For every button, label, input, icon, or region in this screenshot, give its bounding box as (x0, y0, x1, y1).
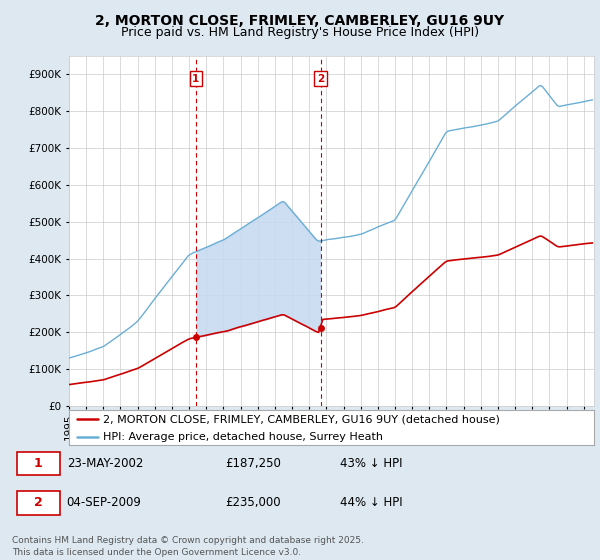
Text: 2: 2 (317, 74, 325, 84)
FancyBboxPatch shape (17, 491, 60, 515)
Text: 2, MORTON CLOSE, FRIMLEY, CAMBERLEY, GU16 9UY: 2, MORTON CLOSE, FRIMLEY, CAMBERLEY, GU1… (95, 14, 505, 28)
Text: £187,250: £187,250 (225, 457, 281, 470)
Text: 23-MAY-2002: 23-MAY-2002 (67, 457, 143, 470)
Text: 1: 1 (34, 457, 43, 470)
Text: £235,000: £235,000 (225, 496, 281, 509)
Text: 44% ↓ HPI: 44% ↓ HPI (340, 496, 403, 509)
Text: 43% ↓ HPI: 43% ↓ HPI (340, 457, 403, 470)
Text: 2: 2 (34, 496, 43, 509)
FancyBboxPatch shape (17, 451, 60, 475)
Text: Price paid vs. HM Land Registry's House Price Index (HPI): Price paid vs. HM Land Registry's House … (121, 26, 479, 39)
Text: 2, MORTON CLOSE, FRIMLEY, CAMBERLEY, GU16 9UY (detached house): 2, MORTON CLOSE, FRIMLEY, CAMBERLEY, GU1… (103, 414, 500, 424)
Text: Contains HM Land Registry data © Crown copyright and database right 2025.
This d: Contains HM Land Registry data © Crown c… (12, 536, 364, 557)
Text: 1: 1 (192, 74, 199, 84)
Text: 04-SEP-2009: 04-SEP-2009 (67, 496, 142, 509)
Text: HPI: Average price, detached house, Surrey Heath: HPI: Average price, detached house, Surr… (103, 432, 383, 441)
